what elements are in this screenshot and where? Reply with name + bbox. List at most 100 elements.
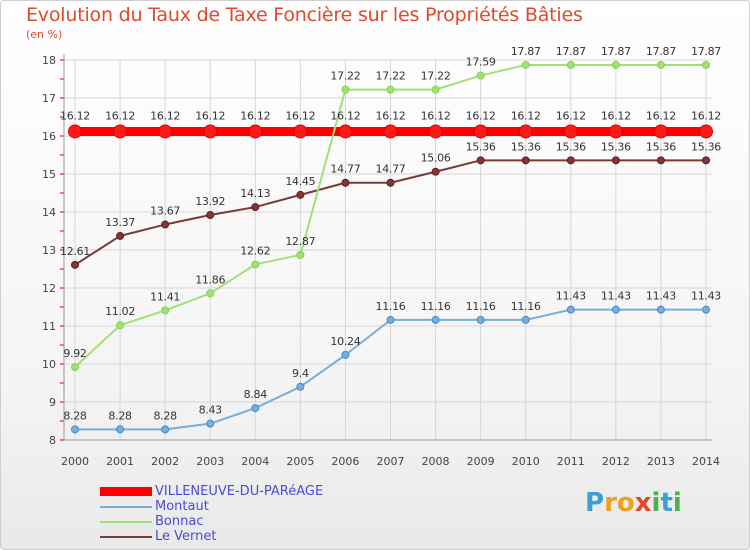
x-tick-label: 2012 (602, 455, 630, 468)
data-label: 15.36 (691, 140, 721, 153)
data-label: 11.43 (646, 290, 676, 303)
data-point (383, 124, 398, 139)
x-tick-label: 2007 (377, 455, 405, 468)
data-point (518, 124, 533, 139)
data-point (296, 382, 305, 391)
legend-swatch-bonnac (100, 521, 152, 523)
legend-swatch-montaut (100, 506, 152, 508)
data-point (566, 60, 575, 69)
logo-letter: o (616, 488, 635, 518)
data-point (296, 250, 305, 259)
data-label: 14.13 (240, 187, 270, 200)
data-label: 16.12 (60, 109, 90, 122)
data-point (161, 220, 170, 229)
data-label: 16.12 (376, 109, 406, 122)
data-point (341, 350, 350, 359)
data-point (386, 178, 395, 187)
data-label: 16.12 (150, 109, 180, 122)
data-label: 11.86 (195, 273, 225, 286)
legend-swatch-le-vernet (100, 536, 152, 538)
x-tick-label: 2005 (286, 455, 314, 468)
data-label: 16.12 (285, 109, 315, 122)
x-tick-label: 2001 (106, 455, 134, 468)
data-point (251, 260, 260, 269)
data-label: 16.12 (556, 109, 586, 122)
data-label: 11.16 (421, 300, 451, 313)
data-point (113, 124, 128, 139)
legend-label-villeneuve: VILLENEUVE-DU-PARéAGE (155, 484, 324, 499)
data-label: 14.77 (330, 163, 360, 176)
data-label: 8.43 (199, 404, 223, 417)
chart-unit-label: (en %) (26, 28, 63, 41)
data-point (116, 321, 125, 330)
y-tick-label: 16 (42, 130, 56, 143)
data-label: 12.87 (285, 235, 315, 248)
data-point (341, 178, 350, 187)
data-label: 11.43 (556, 290, 586, 303)
logo-letter: r (604, 488, 617, 518)
data-point (521, 156, 530, 165)
data-point (608, 124, 623, 139)
data-label: 16.12 (646, 109, 676, 122)
data-point (116, 231, 125, 240)
x-tick-label: 2008 (422, 455, 450, 468)
x-tick-label: 2000 (61, 455, 89, 468)
data-point (338, 124, 353, 139)
data-label: 8.28 (63, 409, 87, 422)
x-tick-label: 2006 (331, 455, 359, 468)
y-tick-label: 12 (42, 282, 56, 295)
data-point (702, 60, 710, 69)
data-point (203, 124, 218, 139)
data-label: 13.67 (150, 205, 180, 218)
data-point (296, 190, 305, 199)
legend-label-le-vernet: Le Vernet (155, 529, 217, 544)
data-label: 11.16 (511, 300, 541, 313)
data-label: 15.36 (601, 140, 631, 153)
data-label: 8.28 (108, 409, 132, 422)
data-point (476, 156, 485, 165)
data-point (341, 85, 350, 94)
data-label: 14.45 (285, 175, 315, 188)
data-label: 16.12 (511, 109, 541, 122)
x-tick-label: 2013 (647, 455, 675, 468)
data-point (476, 315, 485, 324)
data-label: 12.61 (60, 245, 90, 258)
data-point (653, 124, 668, 139)
data-point (386, 315, 395, 324)
x-tick-label: 2011 (557, 455, 585, 468)
data-label: 11.02 (105, 305, 135, 318)
x-tick-label: 2004 (241, 455, 269, 468)
data-label: 12.62 (240, 244, 270, 257)
data-point (566, 156, 575, 165)
data-point (702, 156, 710, 165)
y-tick-label: 14 (42, 206, 56, 219)
legend-label-montaut: Montaut (155, 499, 209, 514)
data-label: 8.84 (244, 388, 268, 401)
data-label: 9.4 (292, 367, 309, 380)
data-point (611, 156, 620, 165)
logo-letter: P (585, 488, 605, 518)
data-point (521, 315, 530, 324)
logo-letter: i (672, 488, 682, 518)
data-point (656, 60, 665, 69)
x-tick-label: 2009 (467, 455, 495, 468)
data-point (473, 124, 488, 139)
data-point (206, 419, 215, 428)
y-tick-label: 13 (42, 244, 56, 257)
y-tick-label: 11 (42, 320, 56, 333)
data-point (248, 124, 263, 139)
data-point (431, 167, 440, 176)
data-label: 16.12 (240, 109, 270, 122)
data-point (116, 425, 125, 434)
data-label: 13.37 (105, 216, 135, 229)
data-label: 13.92 (195, 195, 225, 208)
data-point (206, 289, 215, 298)
data-label: 16.12 (195, 109, 225, 122)
data-point (656, 156, 665, 165)
data-label: 17.87 (646, 45, 676, 58)
data-label: 15.36 (556, 140, 586, 153)
data-label: 11.43 (601, 290, 631, 303)
data-label: 17.22 (330, 70, 360, 83)
data-point (563, 124, 578, 139)
